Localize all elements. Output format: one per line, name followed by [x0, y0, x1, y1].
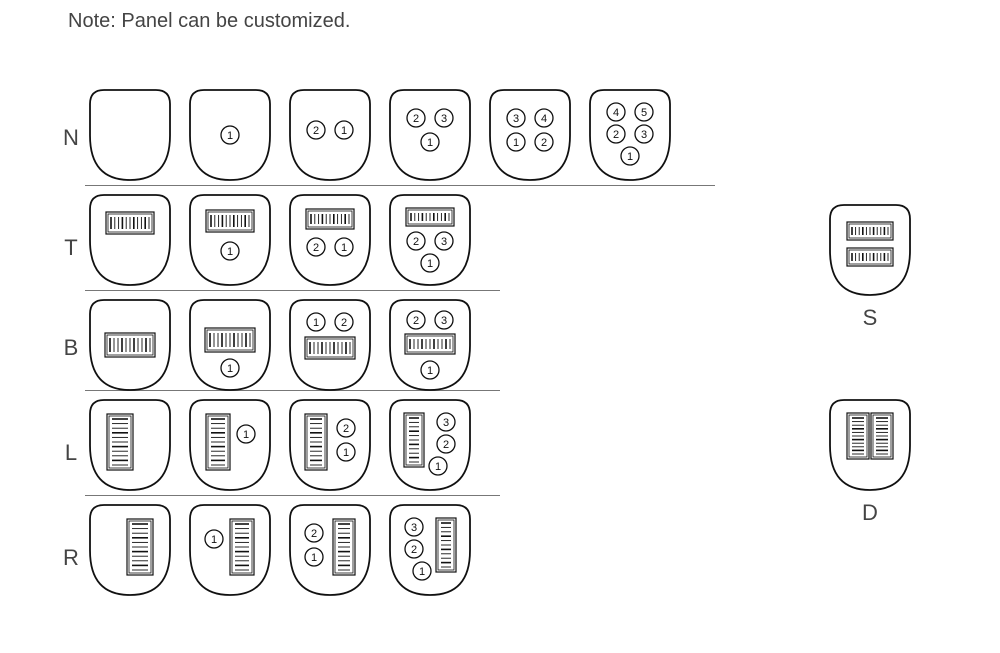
- svg-text:3: 3: [443, 417, 449, 429]
- svg-text:1: 1: [435, 461, 441, 473]
- svg-text:2: 2: [413, 113, 419, 125]
- panel-L2: 21: [290, 400, 370, 495]
- svg-text:1: 1: [243, 429, 249, 441]
- panel-L3: 3 21: [390, 400, 470, 495]
- svg-text:1: 1: [627, 151, 633, 163]
- panel-N1: 1: [190, 90, 270, 185]
- panel-N5: 4 5 2 31: [590, 90, 670, 185]
- panel-B0: [90, 300, 170, 395]
- svg-text:3: 3: [411, 522, 417, 534]
- svg-text:2: 2: [413, 236, 419, 248]
- svg-text:1: 1: [211, 534, 217, 546]
- svg-text:4: 4: [613, 107, 619, 119]
- svg-text:1: 1: [227, 363, 233, 375]
- panel-N2: 21: [290, 90, 370, 185]
- divider: [85, 185, 715, 186]
- svg-text:2: 2: [341, 317, 347, 329]
- panel-B3: 2 3 1: [390, 300, 470, 395]
- svg-text:1: 1: [427, 365, 433, 377]
- side-label-D: D: [855, 500, 885, 526]
- panel-T1: 1: [190, 195, 270, 290]
- panel-R0: [90, 505, 170, 600]
- row-label-N: N: [56, 125, 86, 151]
- svg-text:2: 2: [343, 423, 349, 435]
- svg-text:1: 1: [513, 137, 519, 149]
- svg-text:1: 1: [311, 552, 317, 564]
- svg-text:2: 2: [313, 242, 319, 254]
- panel-B2: 12: [290, 300, 370, 395]
- panel-T0: [90, 195, 170, 290]
- svg-text:1: 1: [341, 125, 347, 137]
- svg-text:1: 1: [419, 566, 425, 578]
- panel-T3: 2 31: [390, 195, 470, 290]
- note-body: Panel can be customized.: [121, 10, 350, 32]
- panel-D: [830, 400, 910, 495]
- svg-text:1: 1: [341, 242, 347, 254]
- svg-text:3: 3: [641, 129, 647, 141]
- panel-N4: 3 4 1 2: [490, 90, 570, 185]
- panel-B1: 1: [190, 300, 270, 395]
- svg-text:1: 1: [313, 317, 319, 329]
- row-label-R: R: [56, 545, 86, 571]
- row-label-L: L: [56, 440, 86, 466]
- svg-text:2: 2: [313, 125, 319, 137]
- svg-text:2: 2: [443, 439, 449, 451]
- panel-T2: 21: [290, 195, 370, 290]
- svg-text:1: 1: [427, 137, 433, 149]
- svg-text:3: 3: [513, 113, 519, 125]
- divider: [85, 495, 500, 496]
- panel-L0: [90, 400, 170, 495]
- svg-text:2: 2: [411, 544, 417, 556]
- svg-text:1: 1: [227, 246, 233, 258]
- panel-N0: [90, 90, 170, 185]
- note-label: Note:: [68, 10, 116, 32]
- side-label-S: S: [855, 305, 885, 331]
- svg-text:4: 4: [541, 113, 547, 125]
- svg-text:1: 1: [343, 447, 349, 459]
- svg-text:1: 1: [227, 130, 233, 142]
- divider: [85, 290, 500, 291]
- panel-R2: 21: [290, 505, 370, 600]
- svg-text:5: 5: [641, 107, 647, 119]
- svg-text:3: 3: [441, 315, 447, 327]
- row-label-B: B: [56, 335, 86, 361]
- panel-R1: 1: [190, 505, 270, 600]
- svg-text:3: 3: [441, 113, 447, 125]
- svg-text:2: 2: [311, 528, 317, 540]
- svg-text:2: 2: [613, 129, 619, 141]
- note-text: Note: Panel can be customized.: [68, 10, 350, 33]
- svg-text:2: 2: [413, 315, 419, 327]
- panel-L1: 1: [190, 400, 270, 495]
- panel-R3: 3 21: [390, 505, 470, 600]
- svg-text:2: 2: [541, 137, 547, 149]
- row-label-T: T: [56, 235, 86, 261]
- panel-N3: 2 31: [390, 90, 470, 185]
- svg-text:3: 3: [441, 236, 447, 248]
- panel-S: [830, 205, 910, 300]
- svg-text:1: 1: [427, 258, 433, 270]
